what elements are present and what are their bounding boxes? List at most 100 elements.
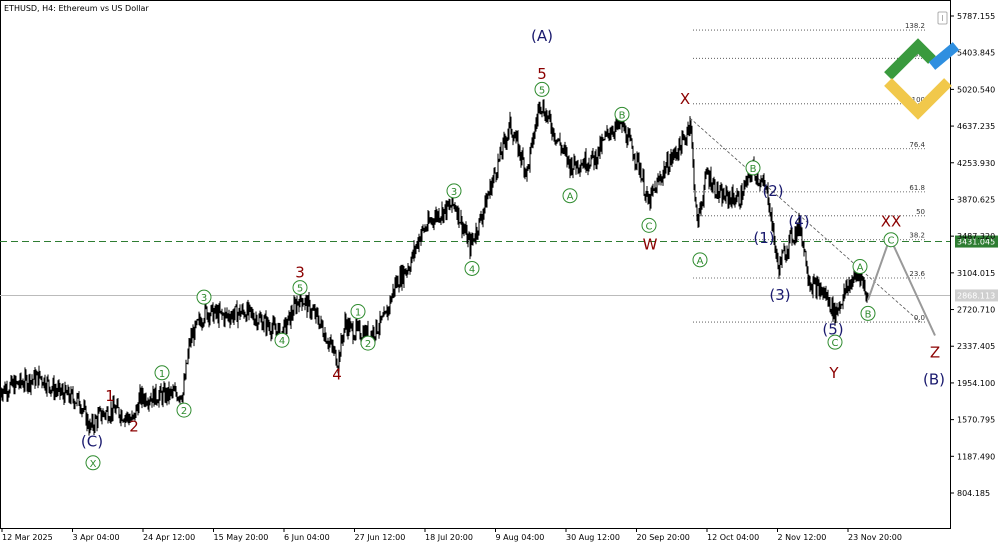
wave-label-circle <box>745 160 761 176</box>
logo-blue-stroke <box>928 42 960 70</box>
y-tick-label: 5403.845 <box>957 49 995 58</box>
x-tick-label: 24 Apr 12:00 <box>143 533 195 542</box>
trend-line-segment <box>689 117 921 323</box>
wave-label-circle <box>827 334 843 350</box>
wave-label: (4) <box>788 213 809 231</box>
wave-label: (B) <box>923 370 945 388</box>
y-tick-label: 3104.015 <box>957 269 995 278</box>
y-tick-label: 2720.710 <box>957 306 995 315</box>
scroll-button[interactable] <box>937 11 948 25</box>
y-tick-label: 1187.490 <box>957 452 995 461</box>
wave-label-circle <box>852 259 868 275</box>
logo-mark <box>884 38 960 120</box>
fib-level-label: 76.4 <box>909 141 925 149</box>
y-tick-label: 3487.320 <box>957 232 995 241</box>
x-tick-label: 27 Jun 12:00 <box>355 533 406 542</box>
wave-label: 3 <box>295 263 305 281</box>
wave-label-circle <box>534 81 550 97</box>
fib-level-label: 50 <box>916 208 925 216</box>
wave-label-circle <box>562 188 578 204</box>
y-axis: 5787.155 5403.845 5020.540 4637.235 4253.930… <box>950 12 995 498</box>
wave-label: 3 <box>451 187 457 198</box>
x-tick-label: 12 Oct 04:00 <box>707 533 759 542</box>
wave-label: X <box>90 459 97 470</box>
x-tick-label: 2 Nov 12:00 <box>778 533 827 542</box>
x-tick-label: 9 Aug 04:00 <box>496 533 545 542</box>
trend-line <box>689 117 921 323</box>
wave-label: 4 <box>469 264 475 275</box>
wave-label: 4 <box>332 366 342 384</box>
price-bars <box>0 99 869 436</box>
wave-label: C <box>832 338 839 349</box>
wave-label: 1 <box>105 387 115 405</box>
wave-label: C <box>888 236 895 247</box>
fib-level-label: 38.2 <box>909 232 925 240</box>
wave-label: 5 <box>539 85 545 96</box>
wave-label: (1) <box>753 229 774 247</box>
wave-label: (3) <box>769 286 790 304</box>
wave-label: 5 <box>537 65 547 83</box>
x-tick-label: 12 Mar 2025 <box>2 533 53 542</box>
y-tick-label: 4637.235 <box>957 122 995 131</box>
wave-label-circle <box>154 365 170 381</box>
y-tick-label: 1954.100 <box>957 379 995 388</box>
wave-label-circle <box>350 304 366 320</box>
wave-label-circle <box>641 217 657 233</box>
wave-label: (5) <box>822 321 843 339</box>
chart-frame <box>0 0 951 529</box>
level-price-tag <box>955 235 998 248</box>
wave-label-circle <box>176 402 192 418</box>
wave-label-circle <box>292 280 308 296</box>
y-tick-label: 4253.930 <box>957 159 995 168</box>
x-axis: 12 Mar 2025 3 Apr 04:00 24 Apr 12:00 15 May… <box>1 528 902 542</box>
wave-label: (A) <box>531 27 553 45</box>
y-tick-label: 1570.795 <box>957 416 995 425</box>
x-tick-label: 18 Jul 20:00 <box>425 533 473 542</box>
wave-label: B <box>865 309 872 320</box>
fib-level-label: 100 <box>912 96 925 104</box>
wave-label-circle <box>196 289 212 305</box>
x-tick-label: 15 May 20:00 <box>214 533 269 542</box>
logo-green-stroke <box>884 38 936 80</box>
y-tick-label: 5020.540 <box>957 85 995 94</box>
fib-level-label: 138.2 <box>905 22 925 30</box>
wave-label: (2) <box>762 182 783 200</box>
wave-label: A <box>857 263 864 274</box>
wave-label: X <box>680 90 690 108</box>
x-tick-label: 20 Sep 20:00 <box>637 533 690 542</box>
price-series <box>0 99 869 436</box>
wave-label: Z <box>930 344 940 362</box>
wave-label: XX <box>881 213 902 231</box>
wave-label: 5 <box>297 284 303 295</box>
current-price-label: 2868.113 <box>957 291 995 300</box>
x-tick-label: 30 Aug 12:00 <box>566 533 620 542</box>
wave-label-circle <box>274 332 290 348</box>
wave-label: 2 <box>181 406 187 417</box>
logo-yellow-stroke <box>884 78 952 120</box>
wave-label: 3 <box>201 293 207 304</box>
wave-label-circle <box>883 232 899 248</box>
y-tick-label: 2337.405 <box>957 342 995 351</box>
x-tick-label: 6 Jun 04:00 <box>284 533 330 542</box>
wave-label: 1 <box>355 308 361 319</box>
y-tick-label: 804.185 <box>957 489 990 498</box>
broker-logo-icon <box>884 38 960 120</box>
x-tick-label: 3 Apr 04:00 <box>73 533 120 542</box>
wave-label: 1 <box>159 369 165 380</box>
wave-label-circle <box>360 335 376 351</box>
wave-label-circle <box>446 183 462 199</box>
wave-label: B <box>750 164 757 175</box>
y-tick-label: 3870.625 <box>957 195 995 204</box>
wave-label: A <box>567 192 574 203</box>
x-tick-label: 23 Nov 20:00 <box>848 533 902 542</box>
level-price-label: 3431.045 <box>957 238 995 247</box>
y-tick-label: 5787.155 <box>957 12 995 21</box>
current-price-tag <box>955 289 998 302</box>
chart-title: ETHUSD, H4: Ethereum vs US Dollar <box>4 4 149 13</box>
wave-label: B <box>619 110 626 121</box>
wave-label: W <box>643 236 658 254</box>
wave-label: 2 <box>365 339 371 350</box>
wave-label: C <box>646 221 653 232</box>
